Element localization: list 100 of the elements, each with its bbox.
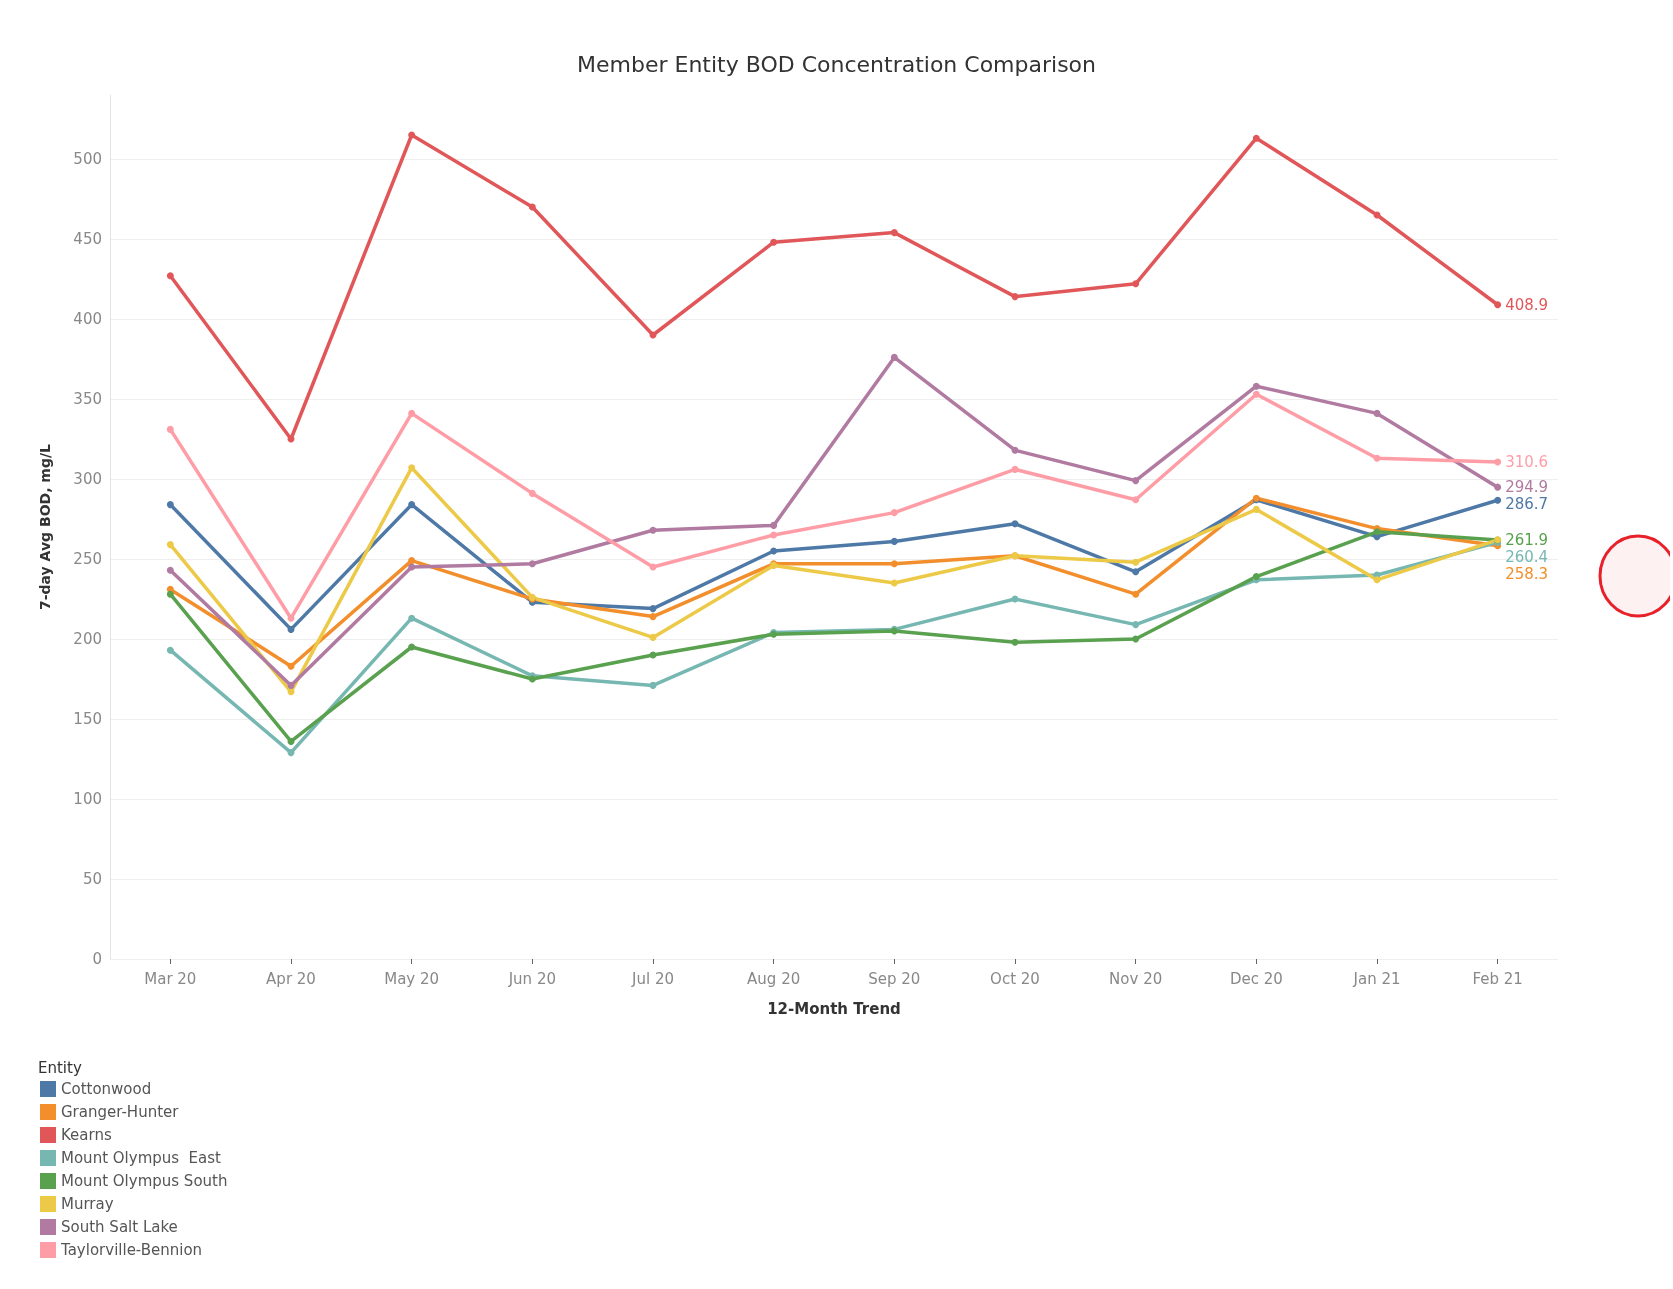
point [1494,301,1502,309]
point [1132,621,1140,629]
point [287,681,295,689]
legend-label: Cottonwood [61,1080,152,1098]
x-tick-label: Jan 21 [1352,969,1401,988]
legend-label: Mount Olympus South [61,1172,228,1190]
point [1011,520,1019,528]
point [649,681,657,689]
x-tick-label: Oct 20 [990,969,1040,988]
data-label: 286.7 [1505,495,1549,514]
chart-title: Member Entity BOD Concentration Comparison [576,51,1097,77]
y-axis-title: 7-day Avg BOD, mg/L [37,443,53,610]
point [408,563,416,571]
point [166,566,174,574]
legend-label: Mount Olympus East [61,1149,222,1167]
point [1252,382,1260,390]
point [770,521,778,529]
point [408,464,416,472]
point [287,749,295,757]
point [1252,505,1260,513]
point [1252,390,1260,398]
point [1132,477,1140,485]
point [1373,576,1381,584]
y-tick-label: 200 [73,630,102,648]
point [1373,409,1381,417]
point [166,646,174,654]
data-label: 408.9 [1505,295,1549,314]
legend-label: South Salt Lake [61,1218,178,1236]
point [1011,465,1019,473]
point [1132,590,1140,598]
data-label: 310.6 [1505,453,1549,472]
y-tick-label: 0 [92,950,102,968]
point [408,643,416,651]
x-axis-title: 12-Month Trend [767,999,901,1018]
point [1132,635,1140,643]
point [1373,454,1381,462]
point [1494,483,1502,491]
point [1011,446,1019,454]
x-tick-label: Dec 20 [1229,969,1283,988]
point [649,633,657,641]
x-tick-label: Aug 20 [747,969,801,988]
point [1252,134,1260,142]
legend-label: Granger-Hunter [61,1103,180,1121]
x-tick-label: May 20 [384,969,440,988]
point [528,560,536,568]
point [890,229,898,237]
point [770,531,778,539]
point [408,409,416,417]
point [770,238,778,246]
point [1494,458,1502,466]
point [1011,638,1019,646]
point [287,662,295,670]
y-tick-label: 100 [73,790,102,808]
x-tick-label: Feb 21 [1472,969,1523,988]
y-tick-label: 150 [73,710,102,728]
point [528,489,536,497]
point [890,560,898,568]
point [1132,558,1140,566]
point [166,272,174,280]
y-tick-label: 250 [73,550,102,568]
point [890,509,898,517]
x-tick-label: Sep 20 [868,969,921,988]
point [770,547,778,555]
point [166,425,174,433]
x-tick-label: Apr 20 [266,969,316,988]
point [166,541,174,549]
point [528,203,536,211]
x-tick-label: Mar 20 [144,969,197,988]
y-tick-label: 350 [73,390,102,408]
legend-label: Murray [61,1195,114,1213]
point [166,590,174,598]
x-tick-label: Jun 20 [507,969,556,988]
point [1132,568,1140,576]
x-tick-label: Nov 20 [1109,969,1163,988]
point [287,737,295,745]
x-tick-label: Jul 20 [631,969,674,988]
y-tick-label: 500 [73,150,102,168]
data-label: 261.9 [1505,530,1549,549]
point [649,605,657,613]
y-tick-label: 450 [73,230,102,248]
point [649,526,657,534]
point [1011,293,1019,301]
data-label: 260.4 [1505,547,1549,566]
point [1132,496,1140,504]
y-tick-label: 300 [73,470,102,488]
point [1132,280,1140,288]
legend-title: Entity [38,1058,82,1077]
data-label: 294.9 [1505,478,1549,497]
point [408,557,416,565]
legend-label: Kearns [61,1126,112,1144]
point [287,625,295,633]
point [408,501,416,509]
y-tick-label: 50 [82,870,102,888]
legend-label: Taylorville-Bennion [60,1241,203,1259]
data-label: 258.3 [1505,564,1549,583]
point [166,501,174,509]
point [649,613,657,621]
point [890,537,898,545]
point [890,579,898,587]
point [408,614,416,622]
